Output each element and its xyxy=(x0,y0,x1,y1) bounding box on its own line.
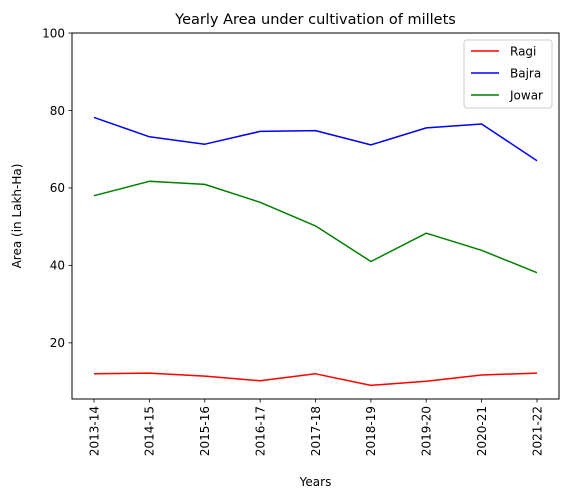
series-line-jowar xyxy=(93,180,538,274)
y-tick-label: 80 xyxy=(50,104,65,118)
x-axis-title: Years xyxy=(299,475,332,489)
series-line-ragi xyxy=(93,372,538,387)
x-tick-label: 2016-17 xyxy=(253,406,267,456)
legend: Ragi Bajra Jowar xyxy=(463,39,553,109)
x-tick-label: 2015-16 xyxy=(198,406,212,456)
x-axis: 2013-14 2014-15 2015-16 2016-17 2017-18 2018-… xyxy=(87,399,544,456)
y-tick-label: 20 xyxy=(50,336,65,350)
y-axis-title: Area (in Lakh-Ha) xyxy=(10,164,24,269)
legend-label-bajra: Bajra xyxy=(510,67,541,81)
y-axis: 20 40 60 80 100 xyxy=(42,26,72,350)
x-tick-label: 2013-14 xyxy=(87,406,101,456)
y-tick-label: 100 xyxy=(42,26,65,40)
x-tick-label: 2021-22 xyxy=(530,406,544,456)
legend-box xyxy=(463,39,553,109)
series-line-bajra xyxy=(93,116,538,162)
x-tick-label: 2020-21 xyxy=(475,406,489,456)
chart-title: Yearly Area under cultivation of millets xyxy=(174,12,456,28)
x-tick-label: 2017-18 xyxy=(309,406,323,456)
x-tick-label: 2014-15 xyxy=(143,406,157,456)
legend-label-jowar: Jowar xyxy=(509,89,543,103)
y-tick-label: 60 xyxy=(50,181,65,195)
legend-label-ragi: Ragi xyxy=(510,45,536,59)
series-layer xyxy=(93,116,538,387)
legend-entries: Ragi Bajra Jowar xyxy=(471,45,543,103)
x-tick-label: 2019-20 xyxy=(420,406,434,456)
y-tick-label: 40 xyxy=(50,259,65,273)
x-tick-label: 2018-19 xyxy=(364,406,378,456)
